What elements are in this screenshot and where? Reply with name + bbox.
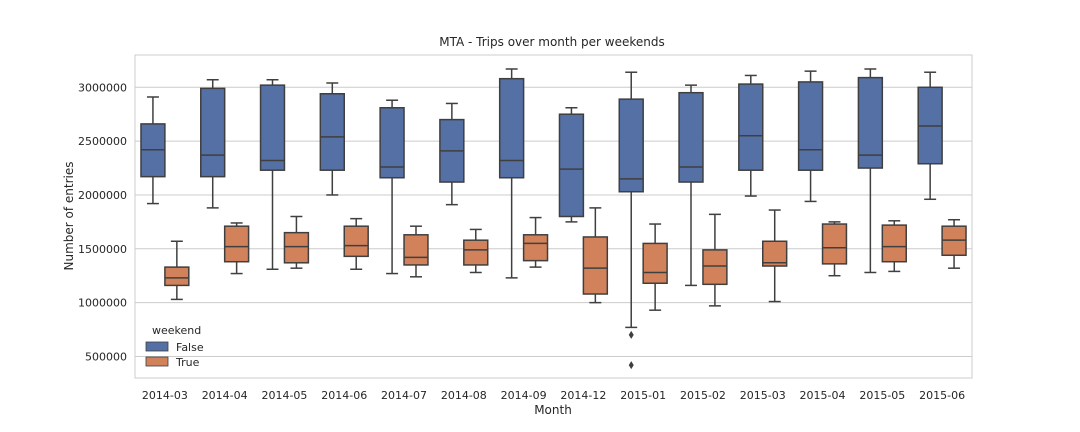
x-tick-label: 2015-03 bbox=[740, 389, 786, 402]
plot-frame bbox=[134, 54, 973, 379]
box-layer bbox=[140, 68, 967, 370]
box-false-2015-05 bbox=[857, 68, 884, 274]
x-tick-label: 2014-06 bbox=[321, 389, 367, 402]
box-true-2015-02 bbox=[702, 213, 728, 307]
box-true-2015-06 bbox=[941, 218, 967, 269]
box-false-2014-03 bbox=[140, 96, 166, 205]
outlier-point bbox=[628, 361, 634, 370]
box-false-2014-12 bbox=[558, 107, 585, 223]
legend: weekend False True bbox=[145, 324, 204, 369]
box-iqr bbox=[857, 76, 884, 169]
box-false-2015-04 bbox=[797, 70, 824, 203]
box-true-2014-03 bbox=[164, 240, 190, 301]
box-false-2015-01 bbox=[618, 71, 644, 370]
box-iqr bbox=[200, 87, 226, 178]
box-true-2014-05 bbox=[283, 215, 310, 269]
x-tick-label: 2015-02 bbox=[680, 389, 726, 402]
box-true-2014-09 bbox=[522, 216, 549, 268]
box-false-2014-05 bbox=[259, 79, 286, 271]
box-true-2015-04 bbox=[821, 221, 848, 277]
box-iqr bbox=[463, 239, 489, 266]
box-true-2014-04 bbox=[223, 222, 250, 275]
x-tick-label: 2014-09 bbox=[501, 389, 547, 402]
legend-title: weekend bbox=[152, 324, 201, 337]
box-true-2014-06 bbox=[343, 217, 369, 271]
x-tick-label: 2014-07 bbox=[381, 389, 427, 402]
x-tick-label: 2014-12 bbox=[560, 389, 606, 402]
box-iqr bbox=[582, 236, 609, 295]
box-iqr bbox=[738, 83, 764, 171]
box-true-2015-03 bbox=[762, 209, 788, 303]
box-iqr bbox=[881, 224, 907, 263]
box-false-2014-07 bbox=[379, 99, 405, 275]
x-tick-label: 2014-05 bbox=[261, 389, 307, 402]
box-iqr bbox=[558, 113, 585, 218]
legend-label-true: True bbox=[175, 356, 200, 369]
x-tick-label: 2015-01 bbox=[620, 389, 666, 402]
x-tick-labels: 2014-03 2014-04 2014-05 2014-06 2014-07 2014-… bbox=[142, 389, 965, 402]
chart-title: MTA - Trips over month per weekends bbox=[439, 35, 664, 49]
box-iqr bbox=[821, 223, 848, 265]
y-tick-label: 1500000 bbox=[78, 243, 127, 256]
y-tick-labels: 500000 1000000 1500000 2000000 2500000 300000… bbox=[78, 81, 127, 363]
box-iqr bbox=[259, 84, 286, 171]
y-tick-label: 500000 bbox=[85, 350, 127, 363]
box-iqr bbox=[223, 225, 250, 263]
box-false-2015-06 bbox=[917, 71, 943, 201]
box-true-2014-07 bbox=[403, 225, 429, 278]
box-iqr bbox=[343, 225, 369, 258]
box-iqr bbox=[379, 107, 405, 179]
box-iqr bbox=[797, 81, 824, 171]
box-iqr bbox=[702, 249, 728, 286]
box-iqr bbox=[522, 234, 549, 262]
y-tick-label: 3000000 bbox=[78, 81, 127, 94]
box-iqr bbox=[498, 77, 525, 179]
box-true-2014-08 bbox=[463, 228, 489, 274]
outlier-point bbox=[628, 330, 634, 339]
box-true-2015-01 bbox=[642, 223, 668, 311]
box-iqr bbox=[642, 242, 668, 285]
legend-label-false: False bbox=[176, 341, 204, 354]
box-iqr bbox=[618, 98, 644, 193]
box-true-2014-12 bbox=[582, 207, 609, 304]
x-tick-label: 2014-08 bbox=[441, 389, 487, 402]
box-false-2014-08 bbox=[439, 102, 465, 206]
x-tick-label: 2015-06 bbox=[919, 389, 965, 402]
x-tick-label: 2015-05 bbox=[859, 389, 905, 402]
box-iqr bbox=[164, 266, 190, 287]
box-iqr bbox=[319, 93, 346, 171]
legend-swatch-false bbox=[145, 341, 169, 352]
box-false-2014-06 bbox=[319, 82, 346, 196]
y-tick-label: 1000000 bbox=[78, 297, 127, 310]
x-axis-label: Month bbox=[534, 403, 572, 417]
y-tick-label: 2000000 bbox=[78, 189, 127, 202]
box-iqr bbox=[403, 234, 429, 266]
box-false-2014-04 bbox=[200, 79, 226, 209]
y-axis-label: Number of entries bbox=[62, 162, 76, 271]
x-tick-label: 2015-04 bbox=[800, 389, 846, 402]
x-tick-label: 2014-04 bbox=[202, 389, 248, 402]
legend-swatch-true bbox=[145, 356, 169, 367]
box-iqr bbox=[283, 231, 310, 264]
box-false-2014-09 bbox=[498, 68, 525, 279]
box-iqr bbox=[762, 240, 788, 267]
x-tick-label: 2014-03 bbox=[142, 389, 188, 402]
box-false-2015-02 bbox=[678, 84, 704, 287]
box-true-2015-05 bbox=[881, 220, 907, 273]
box-false-2015-03 bbox=[738, 74, 764, 197]
box-iqr bbox=[678, 91, 704, 183]
y-tick-label: 2500000 bbox=[78, 135, 127, 148]
